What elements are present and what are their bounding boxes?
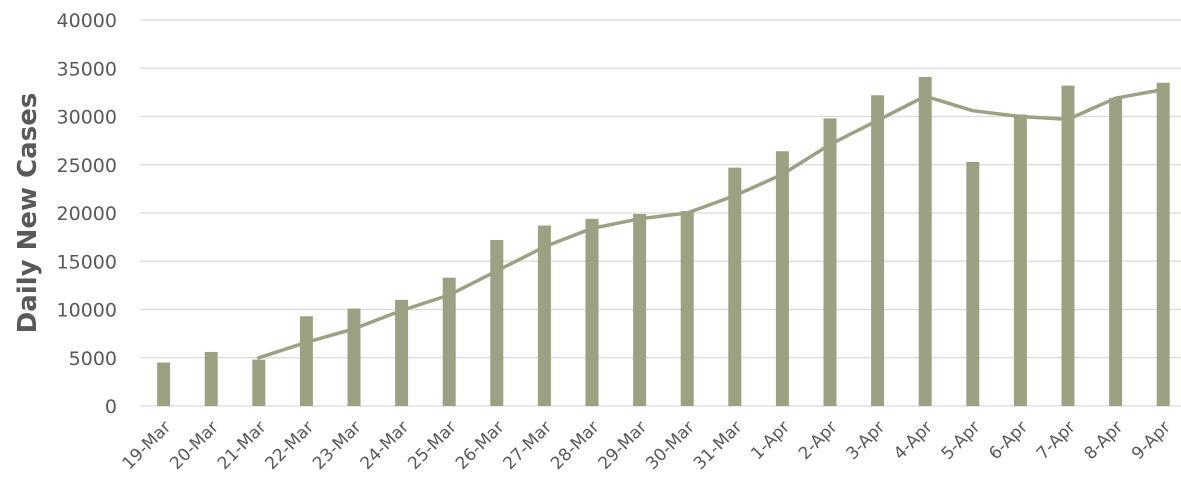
x-tick-label: 27-Mar [499, 417, 555, 473]
x-tick-label: 24-Mar [357, 417, 413, 473]
y-tick-label: 10000 [57, 300, 117, 322]
grid [140, 19, 1181, 407]
x-tick-labels: 19-Mar20-Mar21-Mar22-Mar23-Mar24-Mar25-M… [119, 417, 1175, 473]
bar [823, 118, 837, 407]
x-tick-label: 7-Apr [1033, 417, 1080, 464]
bar [299, 316, 313, 406]
bar [775, 151, 789, 406]
x-tick-label: 3-Apr [842, 417, 889, 464]
bar [442, 277, 456, 406]
y-tick-label: 30000 [57, 107, 117, 129]
bar [680, 211, 694, 406]
bar [1156, 82, 1170, 406]
x-tick-label: 25-Mar [404, 417, 460, 473]
x-tick-label: 31-Mar [690, 417, 746, 473]
x-tick-label: 9-Apr [1128, 417, 1175, 464]
bar [537, 225, 551, 406]
bar [157, 362, 171, 406]
bar [347, 308, 361, 406]
bar [490, 240, 504, 406]
x-tick-label: 30-Mar [642, 417, 698, 473]
y-tick-label: 40000 [57, 10, 117, 32]
bar [918, 76, 932, 406]
bar [252, 359, 266, 406]
y-tick-label: 35000 [57, 58, 117, 80]
bar [1061, 85, 1075, 407]
x-tick-label: 23-Mar [309, 417, 365, 473]
bar [728, 167, 742, 406]
y-tick-label: 25000 [57, 155, 117, 177]
x-tick-label: 1-Apr [747, 417, 794, 464]
y-tick-labels: 0 5000 10000 15000 20000 25000 30000 35000 40000 [57, 10, 117, 418]
x-tick-label: 6-Apr [985, 417, 1032, 464]
x-tick-label: 21-Mar [214, 417, 270, 473]
x-tick-label: 8-Apr [1080, 417, 1127, 464]
bar [633, 213, 647, 406]
x-tick-label: 5-Apr [938, 417, 985, 464]
bar [204, 351, 218, 406]
x-tick-label: 22-Mar [261, 417, 317, 473]
bar [395, 299, 409, 406]
x-tick-label: 19-Mar [119, 417, 175, 473]
bar [1013, 114, 1027, 406]
bar [585, 218, 599, 406]
x-tick-label: 29-Mar [595, 417, 651, 473]
y-tick-label: 20000 [57, 203, 117, 225]
x-tick-label: 26-Mar [452, 417, 508, 473]
trend-line-group [257, 87, 1165, 360]
y-tick-label: 0 [105, 396, 117, 418]
x-tick-label: 4-Apr [890, 417, 937, 464]
x-tick-label: 20-Mar [166, 417, 222, 473]
bar [966, 161, 980, 406]
bars [157, 76, 1170, 407]
y-axis-label: Daily New Cases [13, 93, 43, 334]
y-tick-label: 5000 [69, 348, 117, 370]
trend-line [257, 87, 1165, 360]
x-tick-label: 2-Apr [795, 417, 842, 464]
x-tick-label: 28-Mar [547, 417, 603, 473]
bar [871, 95, 885, 407]
bar [1109, 98, 1123, 406]
y-tick-label: 15000 [57, 251, 117, 273]
